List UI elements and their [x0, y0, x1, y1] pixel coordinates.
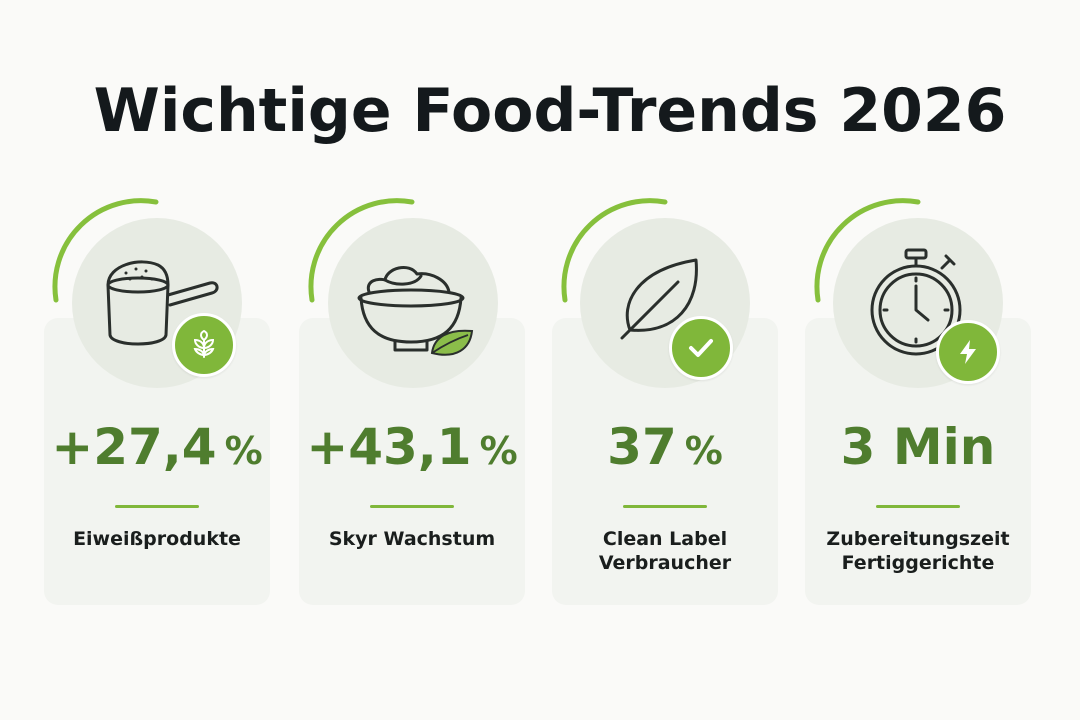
protein-scoop-icon: [106, 260, 219, 346]
progress-arc: [308, 198, 415, 303]
progress-arc: [52, 198, 159, 303]
trend-label: Zubereitungszeit Fertiggerichte: [826, 528, 1010, 574]
divider: [623, 505, 707, 508]
lightning-badge: [936, 320, 1000, 384]
trend-label: Skyr Wachstum: [328, 528, 496, 550]
leaf-icon: [430, 329, 474, 356]
divider: [115, 505, 199, 508]
divider: [876, 505, 960, 508]
trend-value: 3 Min: [840, 418, 996, 476]
page-title: Wichtige Food-Trends 2026: [93, 76, 1007, 146]
stopwatch-icon: [870, 248, 962, 356]
leaf-outline-icon: [620, 258, 698, 340]
progress-arc: [814, 198, 921, 303]
check-badge: [669, 316, 733, 380]
check-icon: [689, 339, 713, 357]
sprout-icon: [193, 330, 215, 358]
divider: [370, 505, 454, 508]
yogurt-bowl-icon: [357, 265, 465, 352]
trend-label: Clean Label Verbraucher: [598, 528, 732, 574]
trend-label: Eiweißprodukte: [73, 528, 241, 550]
icon-circle: [328, 218, 498, 388]
sprout-badge: [172, 313, 236, 377]
trend-value: +27,4%: [51, 418, 263, 476]
trend-value: 37%: [607, 418, 723, 476]
trend-value: +43,1%: [306, 418, 518, 476]
lightning-icon: [960, 340, 976, 364]
progress-arc: [561, 198, 668, 303]
